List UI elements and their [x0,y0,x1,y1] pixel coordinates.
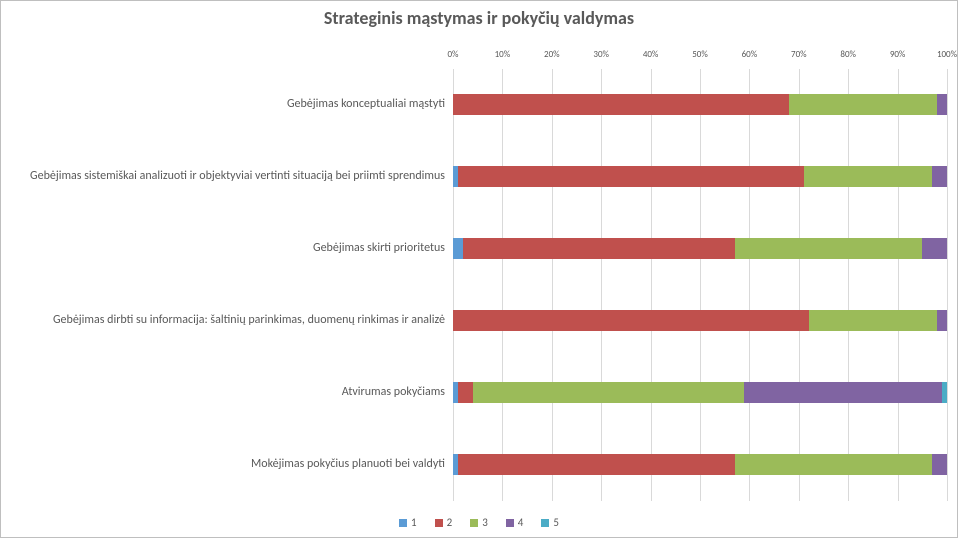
bar-segment [458,454,735,475]
bar-segment [735,454,933,475]
category-label: Gebėjimas skirti prioritetus [5,242,445,256]
bar-row [453,310,947,331]
legend-item: 4 [506,516,524,529]
bar-segment [453,238,463,259]
plot-wrap: 0%10%20%30%40%50%60%70%80%90%100% Gebėji… [1,41,947,501]
x-axis-tick-label: 50% [692,49,708,60]
bar-segment [809,310,937,331]
bar-segment [937,310,947,331]
bar-segment [458,382,473,403]
bar-row [453,238,947,259]
category-label: Gebėjimas sistemiškai analizuoti ir obje… [5,170,445,184]
chart-frame: Strateginis mąstymas ir pokyčių valdymas… [0,0,958,538]
category-label: Mokėjimas pokyčius planuoti bei valdyti [5,458,445,472]
legend-swatch [399,519,407,527]
legend-item: 5 [541,516,559,529]
chart-title: Strateginis mąstymas ir pokyčių valdymas [1,1,957,33]
legend-label: 3 [482,516,488,529]
bar-segment [942,382,947,403]
legend-item: 1 [399,516,417,529]
x-axis-tick-label: 100% [937,49,957,60]
legend-label: 2 [447,516,453,529]
legend-label: 5 [553,516,559,529]
legend-item: 2 [435,516,453,529]
bars [453,69,947,501]
category-label: Atvirumas pokyčiams [5,386,445,400]
legend-swatch [541,519,549,527]
bar-segment [458,166,804,187]
bar-row [453,382,947,403]
x-axis-tick-label: 20% [544,49,560,60]
x-axis-tick-label: 0% [448,49,459,60]
x-axis-tick-label: 30% [593,49,609,60]
bar-segment [473,382,745,403]
x-axis-tick-label: 80% [840,49,856,60]
legend-label: 4 [518,516,524,529]
x-axis-tick-label: 90% [890,49,906,60]
legend-swatch [470,519,478,527]
x-axis-tick-label: 10% [495,49,511,60]
category-labels: Gebėjimas konceptualiai mąstyti Gebėjimas… [1,69,453,501]
bar-segment [804,166,932,187]
bar-segment [453,94,789,115]
bar-segment [453,310,809,331]
legend-item: 3 [470,516,488,529]
x-axis-labels: 0%10%20%30%40%50%60%70%80%90%100% [453,49,947,65]
plot-area [453,69,947,501]
bar-row [453,454,947,475]
bar-row [453,94,947,115]
bar-segment [922,238,947,259]
x-axis-tick-label: 60% [742,49,758,60]
legend-label: 1 [411,516,417,529]
bar-segment [937,94,947,115]
legend: 1 2 3 4 5 [1,516,957,529]
category-label: Gebėjimas konceptualiai mąstyti [5,98,445,112]
category-label: Gebėjimas dirbti su informacija: šaltini… [5,314,445,328]
bar-segment [789,94,937,115]
legend-swatch [506,519,514,527]
bar-segment [735,238,923,259]
bar-segment [932,454,947,475]
x-axis-tick-label: 40% [643,49,659,60]
gridline [947,69,948,501]
x-axis-tick-label: 70% [791,49,807,60]
bar-segment [463,238,735,259]
bar-segment [932,166,947,187]
legend-swatch [435,519,443,527]
bar-segment [744,382,942,403]
bar-row [453,166,947,187]
